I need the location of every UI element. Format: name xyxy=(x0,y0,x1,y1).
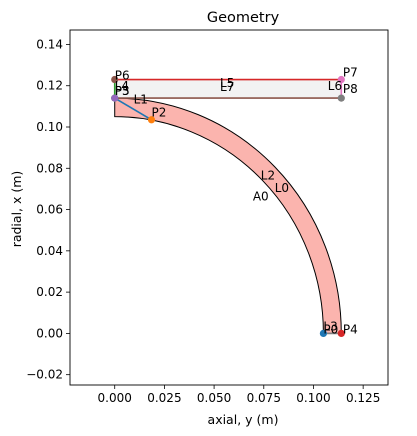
x-tick-label: 0.100 xyxy=(296,391,330,405)
annulus-region xyxy=(114,97,342,334)
label-p2: P2 xyxy=(151,106,166,120)
point-p6 xyxy=(111,75,119,84)
label-l0: L0 xyxy=(275,181,289,195)
x-axis-label: axial, y (m) xyxy=(208,412,279,427)
label-p0: P0 xyxy=(323,322,338,336)
x-tick-label: 0.025 xyxy=(147,391,181,405)
x-tick-label: 0.125 xyxy=(346,391,380,405)
x-tick-label: 0.075 xyxy=(247,391,281,405)
label-l4: L4 xyxy=(115,79,129,93)
y-tick-label: 0.14 xyxy=(36,37,63,51)
point-p4 xyxy=(337,329,345,338)
y-tick-label: 0.04 xyxy=(36,244,63,258)
label-l3: L3 xyxy=(323,319,337,333)
label-p4: P4 xyxy=(343,322,358,336)
y-tick-label: 0.12 xyxy=(36,79,63,93)
label-l5: L5 xyxy=(220,76,234,90)
y-tick-label: 0.10 xyxy=(36,120,63,134)
label-p8: P8 xyxy=(343,82,358,96)
rectangle-region xyxy=(114,79,342,99)
label-l7: L7 xyxy=(220,80,234,94)
label-l1: L1 xyxy=(134,92,148,106)
label-l2: L2 xyxy=(261,169,275,183)
y-axis: −0.02 0.00 0.02 0.04 0.06 0.08 0.10 0.12 0.14 xyxy=(26,37,70,382)
point-p7 xyxy=(337,75,345,84)
x-axis: 0.000 0.025 0.050 0.075 0.100 0.125 xyxy=(98,385,380,405)
label-p6: P6 xyxy=(115,69,130,83)
plot-frame xyxy=(69,29,389,386)
label-p3: P3 xyxy=(115,84,130,98)
label-p7: P7 xyxy=(343,65,358,79)
y-tick-label: 0.06 xyxy=(36,203,63,217)
x-tick-label: 0.000 xyxy=(98,391,132,405)
label-a0: A0 xyxy=(253,189,269,203)
point-p2 xyxy=(147,116,156,124)
point-p8 xyxy=(337,94,345,102)
x-tick-label: 0.050 xyxy=(197,391,231,405)
point-p5 xyxy=(111,94,119,102)
y-tick-label: 0.08 xyxy=(36,161,63,175)
y-tick-label: 0.00 xyxy=(36,326,63,340)
line-l1 xyxy=(114,97,152,121)
point-p0 xyxy=(319,329,328,338)
label-p5: P5 xyxy=(115,84,130,98)
y-tick-label: −0.02 xyxy=(26,368,63,382)
chart-title: Geometry xyxy=(207,10,280,26)
y-axis-label: radial, x (m) xyxy=(9,171,24,248)
y-tick-label: 0.02 xyxy=(36,285,63,299)
label-l6: L6 xyxy=(328,79,342,93)
